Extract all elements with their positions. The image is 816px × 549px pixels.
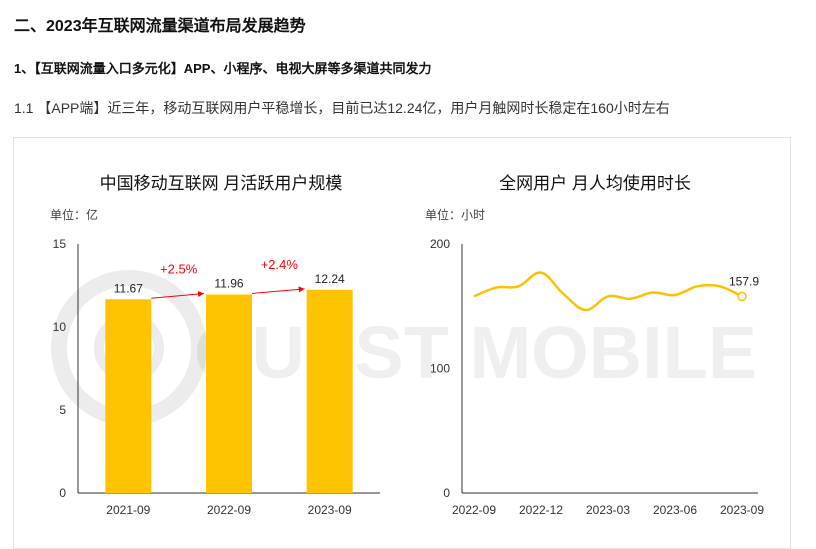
bar	[206, 294, 252, 493]
line-chart-y-tick-label: 200	[430, 237, 450, 251]
bar	[105, 299, 152, 493]
line-chart-y-tick-label: 100	[430, 362, 450, 376]
last-point-value-label: 157.9	[729, 274, 759, 288]
bar-value-label: 12.24	[315, 272, 345, 286]
growth-label: +2.4%	[261, 257, 299, 272]
bar-value-label: 11.96	[214, 276, 243, 290]
last-point-marker	[737, 291, 747, 302]
bar-chart-y-tick-label: 15	[53, 237, 67, 251]
bar-chart-x-tick-label: 2023-09	[308, 503, 352, 517]
line-chart-x-tick-label: 2023-09	[720, 503, 764, 517]
line-chart-x-tick-label: 2023-06	[653, 503, 697, 517]
line-chart-x-tick-label: 2023-03	[586, 503, 630, 517]
watermark-text: QUEST MOBILE	[194, 311, 757, 394]
line-chart-x-tick-label: 2022-09	[452, 503, 496, 517]
bar-chart: 中国移动互联网 月活跃用户规模 单位：亿 0 5 10 15 11.67 2021-09…	[50, 174, 380, 517]
bar-chart-y-tick-label: 10	[53, 320, 67, 334]
bar-chart-y-tick-label: 5	[59, 403, 66, 417]
chart-panel: QUEST MOBILE 中国移动互联网 月活跃用户规模 单位：亿 0 5 10 15…	[13, 137, 791, 549]
bar	[306, 289, 353, 493]
bar-chart-x-tick-label: 2021-09	[106, 503, 150, 517]
line-chart-title: 全网用户 月人均使用时长	[499, 173, 691, 193]
line-chart-x-tick-label: 2022-12	[519, 503, 563, 517]
charts-canvas: QUEST MOBILE 中国移动互联网 月活跃用户规模 单位：亿 0 5 10 15…	[50, 173, 764, 517]
growth-arrow	[251, 286, 305, 294]
section-title: 二、2023年互联网流量渠道布局发展趋势	[14, 18, 306, 35]
line-chart: 全网用户 月人均使用时长 单位：小时 0 100 200 2022-09 2022-12…	[425, 173, 764, 517]
intro-paragraph: 1.1 【APP端】近三年，移动互联网用户平稳增长，目前已达12.24亿，用户月…	[14, 100, 670, 116]
growth-label: +2.5%	[160, 261, 198, 276]
line-chart-y-tick-label: 0	[443, 486, 450, 500]
growth-arrow	[151, 291, 205, 299]
line-chart-unit-label: 单位：小时	[425, 207, 485, 222]
bar-chart-title: 中国移动互联网 月活跃用户规模	[100, 174, 343, 193]
series-line	[473, 271, 743, 312]
bar-chart-unit-label: 单位：亿	[50, 207, 98, 222]
subsection-title: 1、【互联网流量入口多元化】APP、小程序、电视大屏等多渠道共同发力	[14, 61, 432, 76]
bar-value-label: 11.67	[114, 281, 143, 295]
bar-chart-y-tick-label: 0	[59, 486, 66, 500]
bar-chart-x-tick-label: 2022-09	[207, 503, 251, 517]
